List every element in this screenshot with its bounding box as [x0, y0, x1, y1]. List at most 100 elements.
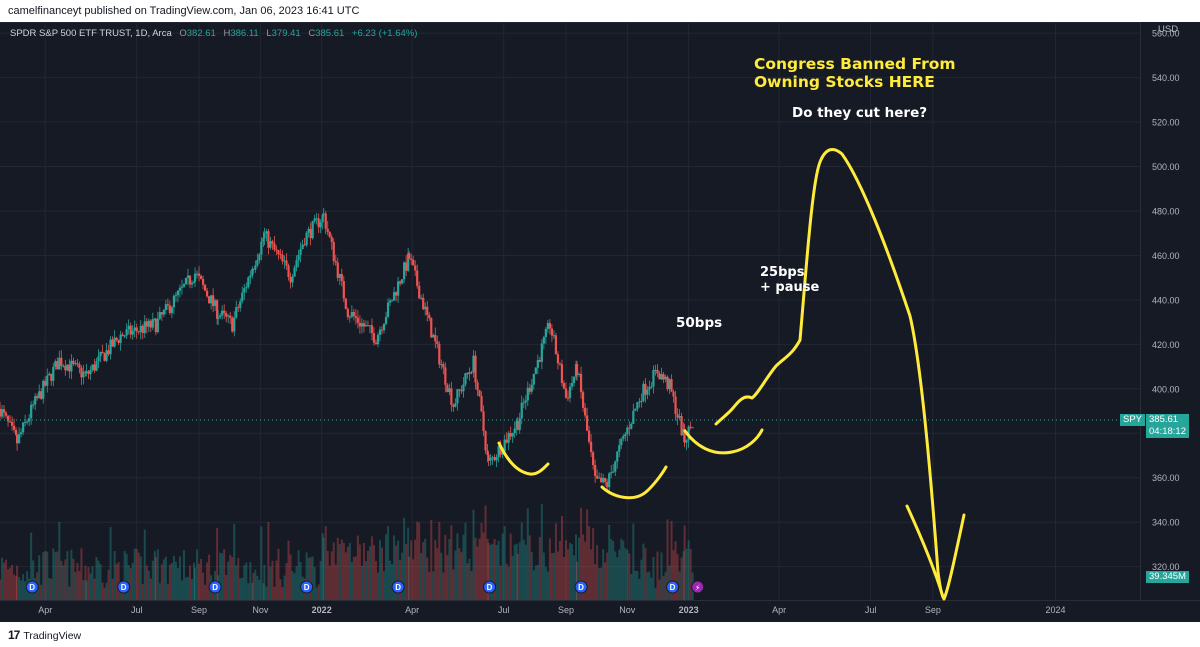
volume-bar — [358, 544, 361, 600]
candle-body — [101, 351, 104, 354]
split-marker-icon[interactable] — [691, 580, 705, 594]
dividend-marker-icon[interactable] — [391, 580, 405, 594]
candle-body — [273, 243, 276, 250]
volume-bar — [245, 562, 248, 600]
volume-bar — [348, 542, 351, 600]
dividend-marker-icon[interactable] — [25, 580, 39, 594]
candle-body — [622, 436, 625, 439]
volume-bar — [176, 567, 179, 600]
candle-body — [636, 402, 639, 409]
volume-bar — [472, 509, 475, 600]
candle-body — [275, 249, 278, 251]
volume-bar — [233, 523, 236, 600]
price-tick: 500.00 — [1152, 162, 1180, 172]
candle-body — [48, 373, 51, 376]
volume-bar — [166, 583, 169, 600]
candle-body — [311, 221, 314, 239]
candle-body — [174, 295, 178, 297]
dividend-marker-icon[interactable] — [574, 580, 588, 594]
volume-bar — [287, 540, 290, 600]
volume-bar — [32, 560, 35, 600]
candle-body — [386, 302, 390, 317]
time-axis[interactable]: Apr Jul Sep Nov 2022 Apr Jul Sep Nov 2023 Apr Jul Se… — [38, 605, 1065, 615]
candle-body — [672, 391, 675, 397]
volume-bar — [484, 505, 487, 600]
candle-body — [528, 387, 531, 392]
cup-1 — [497, 441, 550, 476]
volume-bar — [117, 562, 120, 600]
volume-bar — [3, 562, 6, 600]
dividend-marker-icon[interactable] — [208, 580, 222, 594]
volume-bar — [391, 564, 394, 600]
candle-body — [158, 312, 161, 319]
volume-bar — [588, 526, 591, 600]
candle-body — [352, 311, 355, 316]
candle-body — [254, 265, 257, 270]
candle-body — [154, 318, 157, 333]
volume-bar — [489, 544, 492, 600]
volume-bar — [458, 548, 461, 600]
candle-body — [68, 364, 71, 372]
candle-body — [93, 364, 96, 371]
candle-body — [162, 309, 165, 315]
volume-bar — [480, 522, 483, 600]
volume-bar — [143, 529, 146, 600]
volume-bar — [430, 519, 433, 600]
candle-body — [87, 371, 90, 374]
volume-bar — [399, 559, 402, 600]
price-tick: 320.00 — [1152, 562, 1180, 572]
volume-bar — [600, 567, 603, 600]
volume-bar — [48, 578, 51, 600]
candle-body — [575, 364, 579, 375]
candle-body — [107, 350, 110, 355]
candle-body — [660, 374, 663, 380]
volume-bar — [0, 579, 1, 600]
candle-body — [534, 367, 537, 374]
close-value: 385.61 — [315, 28, 345, 39]
volume-bar — [342, 542, 345, 600]
dividend-marker-icon[interactable] — [483, 580, 497, 594]
volume-bar — [554, 523, 557, 600]
candle-body — [598, 477, 601, 479]
candle-body — [223, 310, 226, 314]
time-tick: Sep — [925, 605, 941, 615]
volume-bar — [638, 578, 641, 600]
candle-body — [30, 404, 33, 419]
volume-bar — [328, 565, 331, 600]
candle-body — [460, 390, 463, 392]
dividend-marker-icon[interactable] — [666, 580, 680, 594]
volume-bar — [590, 549, 593, 600]
candle-body — [115, 337, 118, 341]
candle-body — [297, 254, 300, 261]
price-tick: 460.00 — [1152, 251, 1180, 261]
candle-body — [624, 434, 627, 437]
chart-canvas[interactable]: D D D D D D D D ⚡ USD 560.00 540.00 520.00 500.00 48… — [0, 22, 1200, 622]
candle-body — [293, 267, 296, 277]
tradingview-logo[interactable]: 17 TradingView — [8, 628, 81, 642]
volume-bar — [85, 580, 88, 600]
dividend-marker-icon[interactable] — [117, 580, 131, 594]
candles — [0, 207, 694, 495]
price-tick: 520.00 — [1152, 118, 1180, 128]
candle-body — [360, 323, 364, 327]
candle-body — [497, 446, 500, 458]
candle-body — [654, 369, 657, 371]
volume-bar — [393, 535, 396, 600]
volume-badge-value: 39.345M — [1149, 571, 1186, 582]
volume-bar — [322, 537, 325, 600]
candle-body — [410, 258, 413, 260]
volume-bar — [491, 543, 494, 600]
volume-bar — [38, 555, 41, 600]
candle-body — [256, 260, 259, 266]
volume-bar — [56, 551, 59, 600]
candle-body — [432, 334, 435, 338]
chart-area[interactable]: SPDR S&P 500 ETF TRUST, 1D, Arca O382.61… — [0, 22, 1200, 622]
candle-body — [507, 433, 510, 443]
volume-bar — [626, 549, 629, 600]
time-tick: Apr — [772, 605, 786, 615]
candle-body — [26, 421, 29, 423]
volume-bar — [499, 565, 502, 600]
dividend-marker-icon[interactable] — [300, 580, 314, 594]
candle-body — [650, 386, 653, 388]
candle-body — [388, 300, 392, 303]
